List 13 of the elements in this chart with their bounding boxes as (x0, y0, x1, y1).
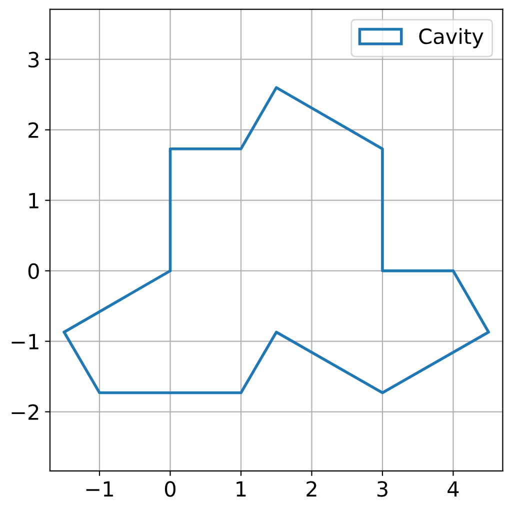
x-tick-label: 3 (377, 481, 388, 497)
x-tick-label: 4 (448, 481, 459, 497)
y-tick-label: 3 (28, 52, 39, 68)
legend-label: Cavity (419, 28, 484, 48)
y-tick-label: 2 (28, 122, 38, 138)
y-tick-label: 1 (29, 193, 38, 208)
x-tick-label: 0 (164, 481, 176, 497)
x-tick-label: −1 (86, 481, 113, 497)
x-tick-label: 2 (306, 481, 316, 497)
x-tick-label: 1 (236, 481, 246, 497)
y-tick-label: −1 (12, 334, 38, 350)
y-tick-label: 0 (28, 263, 39, 280)
y-tick-label: −2 (12, 404, 38, 420)
